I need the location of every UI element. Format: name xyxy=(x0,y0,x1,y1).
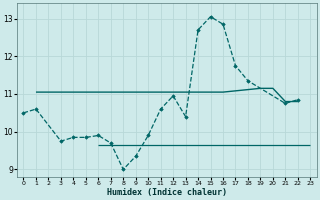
X-axis label: Humidex (Indice chaleur): Humidex (Indice chaleur) xyxy=(107,188,227,197)
